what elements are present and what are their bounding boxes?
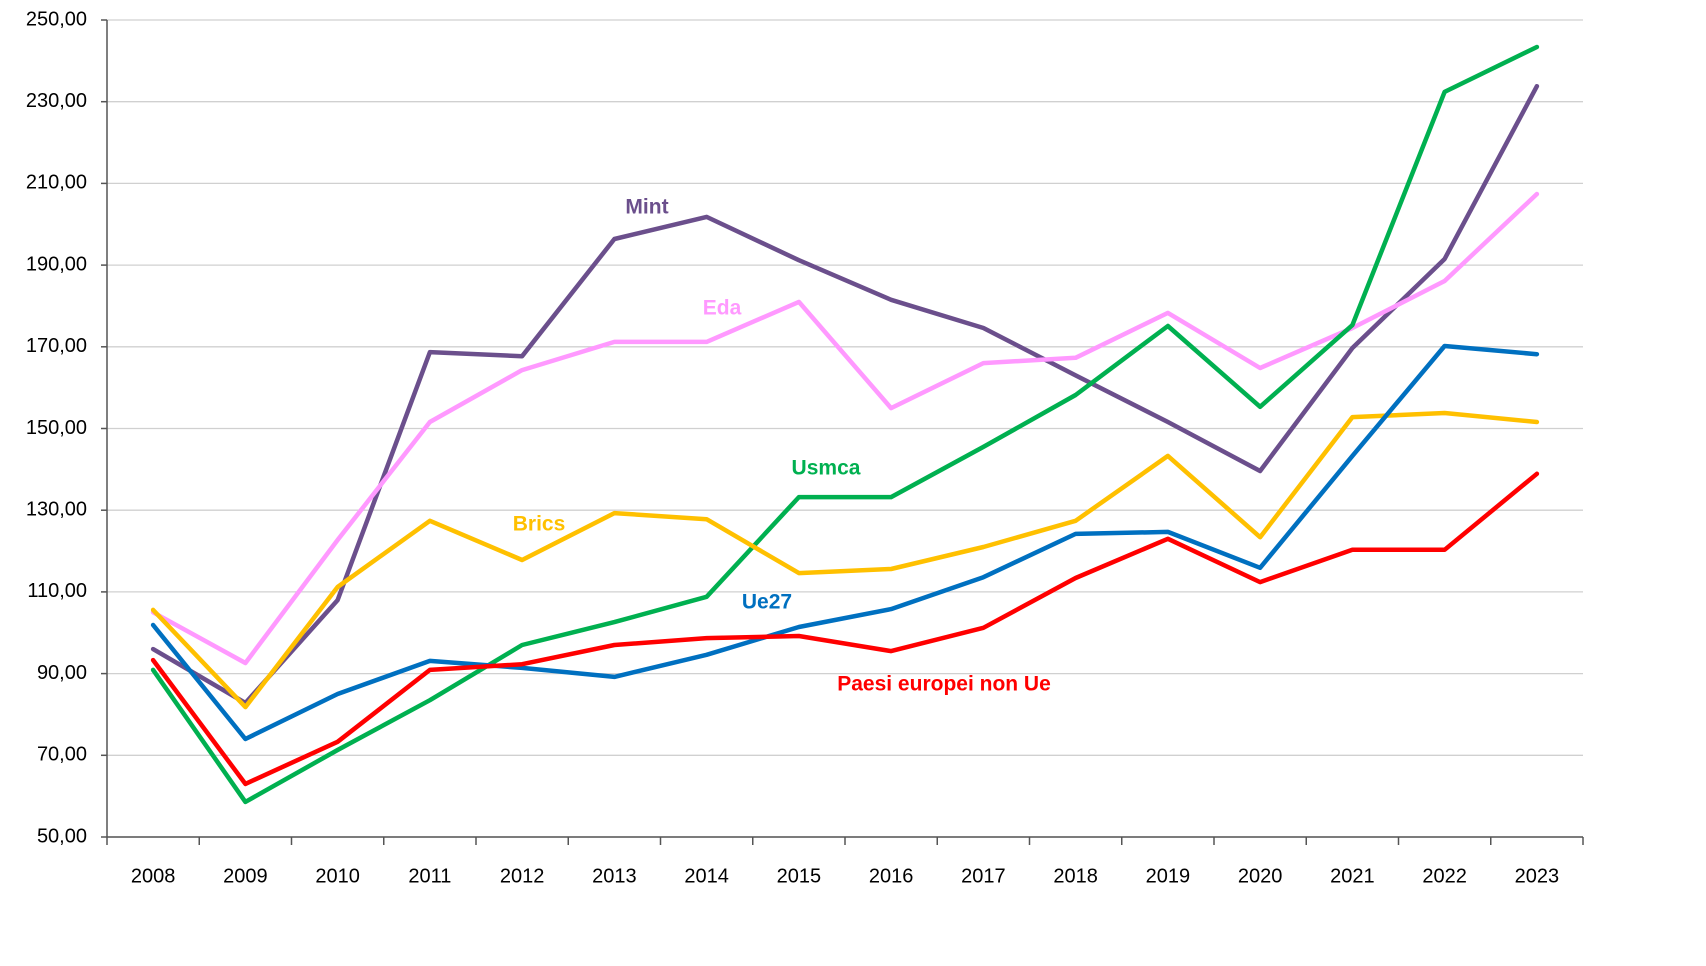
x-tick-label: 2015 [777,865,822,887]
y-tick-label: 230,00 [26,90,87,112]
x-tick-label: 2010 [315,865,360,887]
y-tick-label: 210,00 [26,172,87,194]
y-tick-label: 150,00 [26,417,87,439]
x-tick-label: 2020 [1238,865,1283,887]
x-tick-label: 2008 [131,865,176,887]
series-line [150,471,1540,787]
series-line [150,191,1540,666]
series-line [150,83,1540,706]
series-line [150,44,1540,805]
x-tick-label: 2012 [500,865,545,887]
series-label: Brics [513,513,566,536]
y-tick-label: 190,00 [26,253,87,275]
y-tick-label: 50,00 [37,825,87,847]
x-tick-label: 2021 [1330,865,1375,887]
series-line [150,343,1540,742]
x-tick-label: 2017 [961,865,1006,887]
x-tick-label: 2018 [1053,865,1098,887]
x-tick-label: 2023 [1515,865,1560,887]
y-tick-label: 250,00 [26,8,87,30]
x-tick-label: 2011 [408,865,451,887]
y-tick-label: 70,00 [37,744,87,766]
series-label: Mint [625,196,668,219]
x-tick-label: 2019 [1146,865,1191,887]
series-line [150,410,1540,710]
series-label: Eda [703,297,742,320]
series-label: Paesi europei non Ue [837,673,1051,696]
x-tick-label: 2014 [684,865,729,887]
y-tick-label: 110,00 [27,580,87,602]
y-tick-label: 130,00 [26,498,87,520]
y-tick-label: 170,00 [26,335,87,357]
x-tick-label: 2009 [223,865,268,887]
series-label: Usmca [792,457,861,480]
y-tick-label: 90,00 [37,662,87,684]
x-tick-label: 2022 [1422,865,1467,887]
x-tick-label: 2013 [592,865,637,887]
x-tick-label: 2016 [869,865,914,887]
series-label: Ue27 [742,591,792,614]
